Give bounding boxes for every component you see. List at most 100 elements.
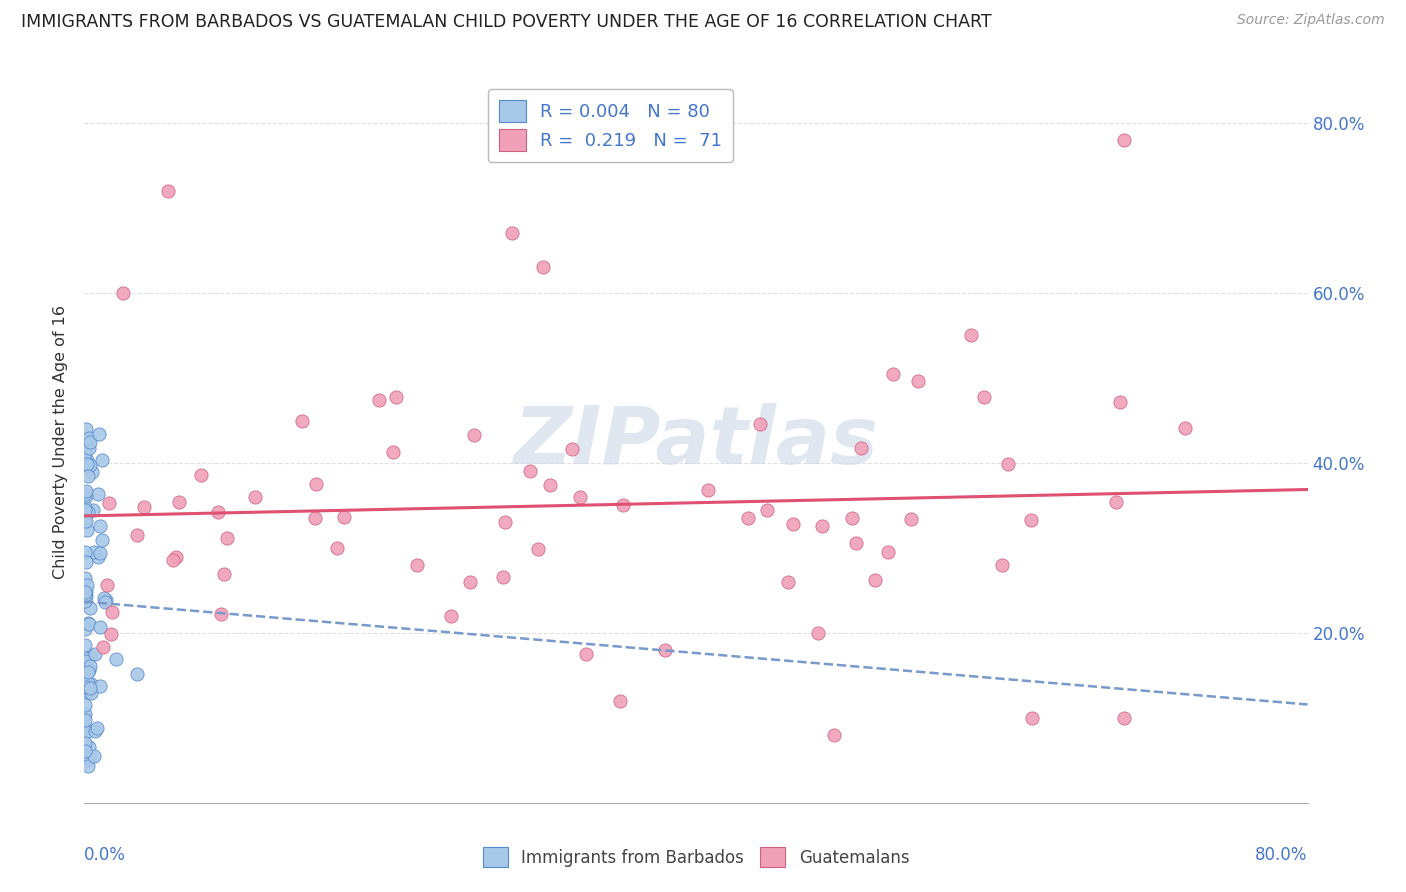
Point [748, 417, 770, 431]
Point [75, 725, 97, 739]
Point [75, 684, 97, 698]
Point [75, 514, 97, 528]
Point [79, 649, 101, 664]
Point [87, 487, 110, 501]
Point [326, 541, 349, 555]
Point [882, 367, 904, 381]
Point [82, 503, 104, 517]
Point [538, 478, 561, 492]
Point [89, 546, 111, 560]
Point [77, 665, 100, 679]
Point [75, 483, 97, 498]
Point [165, 550, 187, 565]
Point [381, 445, 404, 459]
Point [76, 616, 98, 631]
Point [291, 414, 314, 428]
Point [782, 516, 804, 531]
Y-axis label: Child Poverty Under the Age of 16: Child Poverty Under the Age of 16 [53, 304, 69, 579]
Point [80, 466, 103, 480]
Point [84, 724, 107, 739]
Point [83, 647, 105, 661]
Point [76, 453, 98, 467]
Point [1109, 395, 1132, 409]
Point [458, 574, 481, 589]
Point [79, 434, 101, 449]
Point [654, 642, 676, 657]
Point [83, 749, 105, 764]
Point [75, 571, 97, 585]
Point [304, 511, 326, 525]
Legend: Immigrants from Barbados, Guatemalans: Immigrants from Barbados, Guatemalans [475, 840, 917, 874]
Point [111, 285, 134, 300]
Point [823, 728, 845, 742]
Point [75, 584, 97, 599]
Point [209, 607, 232, 621]
Point [101, 605, 124, 619]
Point [494, 515, 516, 529]
Point [75, 503, 97, 517]
Point [77, 751, 100, 765]
Point [93, 591, 115, 605]
Point [75, 589, 97, 603]
Point [98, 496, 121, 510]
Point [77, 663, 100, 677]
Point [811, 518, 834, 533]
Point [776, 574, 799, 589]
Point [737, 511, 759, 525]
Point [190, 468, 212, 483]
Point [75, 638, 97, 652]
Point [77, 441, 100, 455]
Point [863, 573, 886, 587]
Point [86, 721, 108, 735]
Point [94, 595, 117, 609]
Point [907, 374, 929, 388]
Point [385, 390, 408, 404]
Point [1021, 711, 1043, 725]
Point [79, 659, 101, 673]
Point [75, 446, 97, 460]
Point [80, 677, 103, 691]
Point [77, 684, 100, 698]
Point [1019, 512, 1042, 526]
Point [89, 519, 111, 533]
Point [75, 489, 97, 503]
Point [75, 622, 97, 636]
Point [1114, 711, 1136, 725]
Point [519, 464, 541, 478]
Point [243, 491, 266, 505]
Point [75, 422, 97, 436]
Point [75, 545, 97, 559]
Point [94, 592, 117, 607]
Point [76, 469, 98, 483]
Point [75, 713, 97, 727]
Point [1114, 133, 1136, 147]
Point [104, 652, 127, 666]
Point [91, 453, 114, 467]
Point [76, 578, 98, 592]
Point [77, 676, 100, 690]
Point [77, 431, 100, 445]
Point [127, 528, 149, 542]
Point [609, 694, 631, 708]
Point [841, 511, 863, 525]
Point [75, 588, 97, 602]
Point [75, 585, 97, 599]
Point [162, 553, 184, 567]
Point [89, 620, 111, 634]
Point [900, 512, 922, 526]
Point [75, 706, 97, 721]
Text: Source: ZipAtlas.com: Source: ZipAtlas.com [1237, 13, 1385, 28]
Point [333, 510, 356, 524]
Point [127, 667, 149, 681]
Point [75, 721, 97, 735]
Point [75, 744, 97, 758]
Point [612, 498, 634, 512]
Point [91, 640, 114, 655]
Point [75, 514, 97, 528]
Point [89, 680, 111, 694]
Point [167, 495, 190, 509]
Point [568, 490, 591, 504]
Point [561, 442, 583, 456]
Text: 80.0%: 80.0% [1256, 847, 1308, 864]
Point [849, 441, 872, 455]
